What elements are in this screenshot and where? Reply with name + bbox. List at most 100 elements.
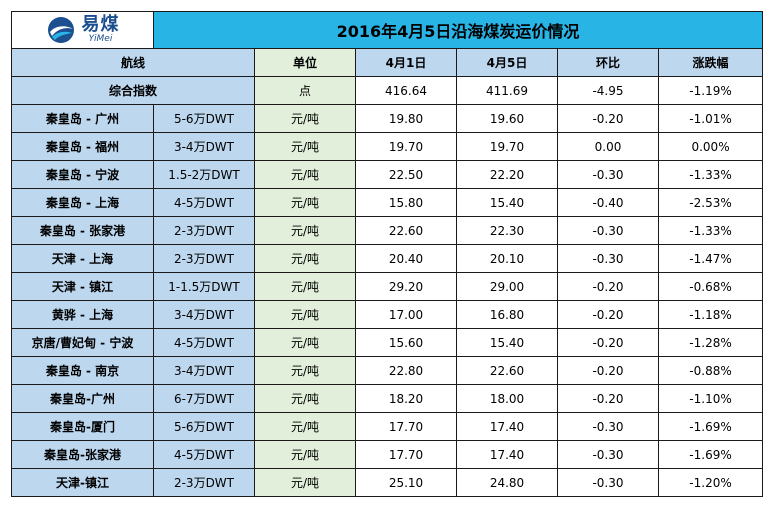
index-unit: 点	[254, 76, 356, 105]
route-apr5: 22.60	[456, 356, 558, 385]
title-row: 易煤 YiMei 2016年4月5日沿海煤炭运价情况	[11, 11, 764, 49]
logo-text-cn: 易煤	[81, 14, 120, 35]
route-apr5: 16.80	[456, 300, 558, 329]
route-pct: -1.10%	[657, 384, 764, 413]
route-name: 秦皇岛 - 福州	[11, 132, 154, 161]
route-apr1: 20.40	[355, 244, 457, 273]
header-row: 航线 单位 4月1日 4月5日 环比 涨跌幅	[11, 48, 764, 77]
route-unit: 元/吨	[254, 384, 356, 413]
route-change: -0.30	[557, 468, 659, 497]
table-row: 秦皇岛 - 广州 5-6万DWT 元/吨 19.80 19.60 -0.20 -1.01%	[11, 104, 764, 133]
route-name: 黄骅 - 上海	[11, 300, 154, 329]
route-tonnage: 5-6万DWT	[153, 412, 255, 441]
route-unit: 元/吨	[254, 104, 356, 133]
header-pct: 涨跌幅	[657, 48, 764, 77]
table-row: 秦皇岛-张家港 4-5万DWT 元/吨 17.70 17.40 -0.30 -1.69%	[11, 440, 764, 469]
route-name: 秦皇岛 - 上海	[11, 188, 154, 217]
logo: 易煤 YiMei	[11, 11, 154, 49]
index-change: -4.95	[557, 76, 659, 105]
table-row: 秦皇岛 - 上海 4-5万DWT 元/吨 15.80 15.40 -0.40 -2.53%	[11, 188, 764, 217]
route-apr1: 19.70	[355, 132, 457, 161]
header-unit: 单位	[254, 48, 356, 77]
route-change: -0.20	[557, 300, 659, 329]
table-row: 天津-镇江 2-3万DWT 元/吨 25.10 24.80 -0.30 -1.20%	[11, 468, 764, 497]
index-apr5: 411.69	[456, 76, 558, 105]
route-change: -0.30	[557, 412, 659, 441]
route-name: 秦皇岛-张家港	[11, 440, 154, 469]
route-unit: 元/吨	[254, 132, 356, 161]
route-change: -0.20	[557, 328, 659, 357]
route-name: 天津 - 上海	[11, 244, 154, 273]
index-pct: -1.19%	[657, 76, 764, 105]
index-row: 综合指数 点 416.64 411.69 -4.95 -1.19%	[11, 76, 764, 105]
route-apr1: 17.70	[355, 440, 457, 469]
route-change: -0.20	[557, 384, 659, 413]
route-tonnage: 2-3万DWT	[153, 216, 255, 245]
route-change: -0.30	[557, 216, 659, 245]
route-tonnage: 3-4万DWT	[153, 300, 255, 329]
route-apr5: 29.00	[456, 272, 558, 301]
logo-text-en: YiMei	[88, 34, 113, 44]
route-name: 秦皇岛-厦门	[11, 412, 154, 441]
header-apr1: 4月1日	[355, 48, 457, 77]
route-pct: -1.33%	[657, 216, 764, 245]
route-apr1: 22.80	[355, 356, 457, 385]
route-apr1: 29.20	[355, 272, 457, 301]
route-unit: 元/吨	[254, 300, 356, 329]
route-apr5: 17.40	[456, 440, 558, 469]
route-pct: 0.00%	[657, 132, 764, 161]
route-pct: -1.69%	[657, 440, 764, 469]
route-apr5: 24.80	[456, 468, 558, 497]
route-pct: -2.53%	[657, 188, 764, 217]
route-change: -0.20	[557, 104, 659, 133]
route-apr5: 22.20	[456, 160, 558, 189]
route-apr5: 17.40	[456, 412, 558, 441]
table-row: 黄骅 - 上海 3-4万DWT 元/吨 17.00 16.80 -0.20 -1.18%	[11, 300, 764, 329]
route-pct: -1.28%	[657, 328, 764, 357]
route-name: 京唐/曹妃甸 - 宁波	[11, 328, 154, 357]
route-pct: -1.01%	[657, 104, 764, 133]
index-label: 综合指数	[11, 76, 255, 105]
route-name: 秦皇岛 - 张家港	[11, 216, 154, 245]
route-unit: 元/吨	[254, 440, 356, 469]
route-tonnage: 2-3万DWT	[153, 244, 255, 273]
table-row: 天津 - 上海 2-3万DWT 元/吨 20.40 20.10 -0.30 -1.47%	[11, 244, 764, 273]
route-name: 天津 - 镇江	[11, 272, 154, 301]
route-change: -0.30	[557, 244, 659, 273]
route-tonnage: 5-6万DWT	[153, 104, 255, 133]
route-unit: 元/吨	[254, 272, 356, 301]
route-apr5: 19.70	[456, 132, 558, 161]
route-change: 0.00	[557, 132, 659, 161]
route-pct: -1.20%	[657, 468, 764, 497]
route-pct: -0.88%	[657, 356, 764, 385]
freight-rate-sheet: 易煤 YiMei 2016年4月5日沿海煤炭运价情况 航线 单位 4月1日 4月…	[11, 11, 764, 497]
route-name: 天津-镇江	[11, 468, 154, 497]
route-unit: 元/吨	[254, 244, 356, 273]
table-row: 秦皇岛 - 张家港 2-3万DWT 元/吨 22.60 22.30 -0.30 -1.33%	[11, 216, 764, 245]
table-row: 秦皇岛-厦门 5-6万DWT 元/吨 17.70 17.40 -0.30 -1.69%	[11, 412, 764, 441]
header-change: 环比	[557, 48, 659, 77]
route-apr5: 22.30	[456, 216, 558, 245]
table-row: 天津 - 镇江 1-1.5万DWT 元/吨 29.20 29.00 -0.20 -0.68%	[11, 272, 764, 301]
route-tonnage: 6-7万DWT	[153, 384, 255, 413]
route-change: -0.20	[557, 272, 659, 301]
table-row: 秦皇岛-广州 6-7万DWT 元/吨 18.20 18.00 -0.20 -1.10%	[11, 384, 764, 413]
route-apr1: 15.60	[355, 328, 457, 357]
route-change: -0.40	[557, 188, 659, 217]
route-apr5: 15.40	[456, 188, 558, 217]
route-tonnage: 2-3万DWT	[153, 468, 255, 497]
route-apr1: 18.20	[355, 384, 457, 413]
route-apr5: 15.40	[456, 328, 558, 357]
route-pct: -1.47%	[657, 244, 764, 273]
table-row: 秦皇岛 - 福州 3-4万DWT 元/吨 19.70 19.70 0.00 0.00%	[11, 132, 764, 161]
route-name: 秦皇岛 - 宁波	[11, 160, 154, 189]
route-pct: -0.68%	[657, 272, 764, 301]
route-apr1: 15.80	[355, 188, 457, 217]
table-row: 秦皇岛 - 宁波 1.5-2万DWT 元/吨 22.50 22.20 -0.30 -1.33…	[11, 160, 764, 189]
table-row: 秦皇岛 - 南京 3-4万DWT 元/吨 22.80 22.60 -0.20 -0.88%	[11, 356, 764, 385]
route-unit: 元/吨	[254, 328, 356, 357]
route-tonnage: 1-1.5万DWT	[153, 272, 255, 301]
header-route: 航线	[11, 48, 255, 77]
route-apr1: 19.80	[355, 104, 457, 133]
route-unit: 元/吨	[254, 188, 356, 217]
